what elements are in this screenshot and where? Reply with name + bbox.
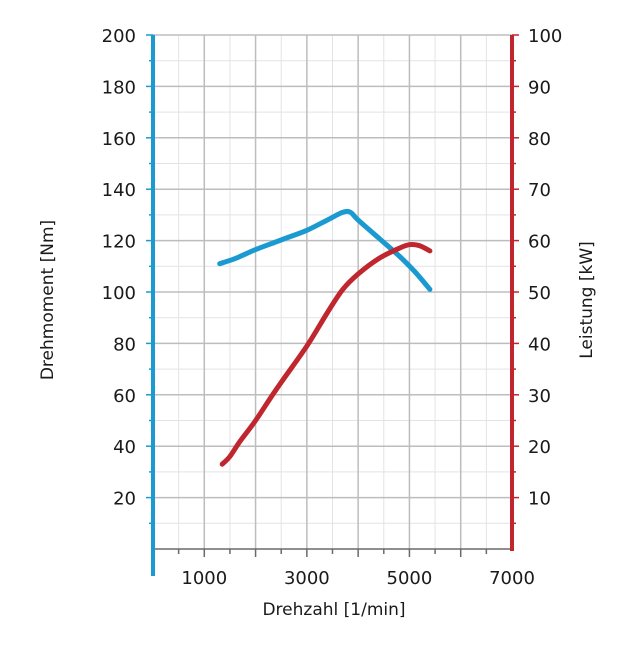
y-right-tick-label: 100 (528, 26, 562, 47)
y-left-tick-label: 60 (113, 386, 136, 407)
y-left-tick-label: 120 (102, 232, 136, 253)
x-axis-title: Drehzahl [1/min] (262, 600, 405, 620)
y-left-tick-label: 80 (113, 334, 136, 355)
y-left-tick-label: 180 (102, 77, 136, 98)
y-right-tick-label: 60 (528, 232, 551, 253)
y-right-tick-label: 90 (528, 77, 551, 98)
x-tick-label: 7000 (489, 568, 535, 589)
x-tick-label: 1000 (181, 568, 227, 589)
y-right-tick-label: 80 (528, 129, 551, 150)
power-curve (219, 242, 433, 467)
tick-labels: 1000 3000 5000 7000 20 40 60 80 100 120 140 160 180 2… (102, 26, 563, 589)
y-right-tick-label: 40 (528, 334, 551, 355)
y-left-tick-label: 160 (102, 129, 136, 150)
grid (153, 34, 512, 549)
y-left-tick-label: 100 (102, 283, 136, 304)
y-right-tick-label: 10 (528, 489, 551, 510)
y-right-tick-label: 70 (528, 180, 551, 201)
series-layer (217, 208, 433, 467)
y-right-axis-title: Leistung [kW] (577, 241, 597, 359)
x-tick-label: 5000 (387, 568, 433, 589)
y-left-tick-label: 140 (102, 180, 136, 201)
torque-curve (217, 208, 433, 292)
y-right-tick-label: 20 (528, 437, 551, 458)
y-left-tick-label: 200 (102, 26, 136, 47)
y-right-tick-label: 30 (528, 386, 551, 407)
y-left-tick-label: 20 (113, 489, 136, 510)
axes (146, 34, 519, 576)
y-left-axis-title: Drehmoment [Nm] (38, 220, 58, 380)
y-right-tick-label: 50 (528, 283, 551, 304)
y-left-tick-label: 40 (113, 437, 136, 458)
x-tick-label: 3000 (284, 568, 330, 589)
